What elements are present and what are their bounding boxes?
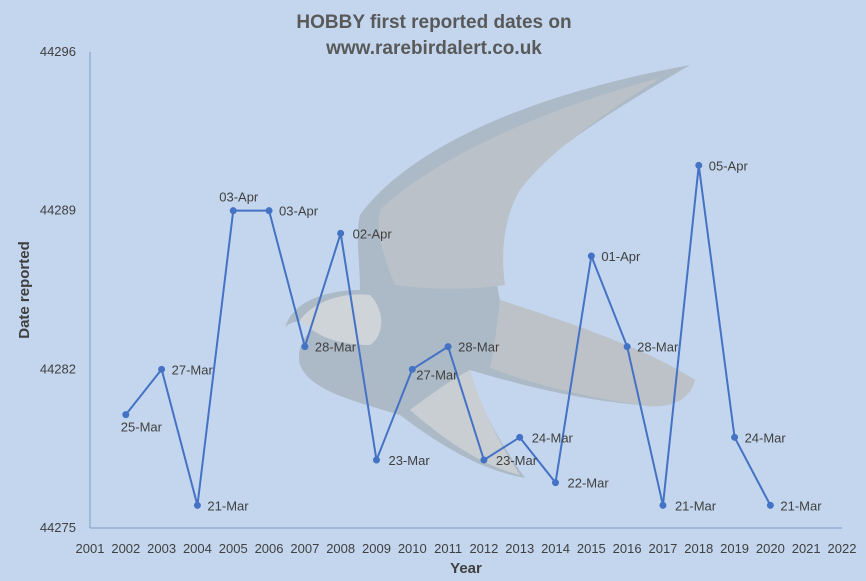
data-point bbox=[337, 229, 345, 237]
data-point bbox=[587, 252, 595, 260]
data-point bbox=[480, 456, 488, 464]
hobby-bird-image bbox=[285, 65, 695, 478]
x-tick-label: 2002 bbox=[111, 541, 140, 556]
data-point bbox=[731, 433, 739, 441]
x-tick-label: 2010 bbox=[398, 541, 427, 556]
data-label: 24-Mar bbox=[532, 430, 574, 445]
data-label: 24-Mar bbox=[745, 430, 787, 445]
x-tick-label: 2001 bbox=[76, 541, 105, 556]
y-tick-label: 44296 bbox=[40, 44, 76, 59]
x-tick-labels: 2001 2002 2003 2004 2005 2006 2007 2008 2009 2010… bbox=[76, 541, 857, 556]
data-point bbox=[265, 207, 273, 215]
data-label: 02-Apr bbox=[353, 226, 393, 241]
data-label: 22-Mar bbox=[568, 476, 610, 491]
data-point bbox=[122, 411, 130, 419]
series-layer: 25-Mar 27-Mar 21-Mar 03-Apr 03-Apr 28-Mar 02-A… bbox=[121, 158, 822, 513]
data-label: 23-Mar bbox=[496, 453, 538, 468]
data-label: 23-Mar bbox=[388, 453, 430, 468]
data-label: 05-Apr bbox=[709, 158, 749, 173]
data-point bbox=[193, 501, 201, 509]
x-tick-label: 2020 bbox=[756, 541, 785, 556]
x-tick-label: 2016 bbox=[613, 541, 642, 556]
x-tick-label: 2014 bbox=[541, 541, 570, 556]
x-tick-label: 2007 bbox=[290, 541, 319, 556]
data-point bbox=[301, 343, 309, 351]
chart-title-line-2: www.rarebirdalert.co.uk bbox=[325, 38, 542, 59]
x-tick-label: 2021 bbox=[792, 541, 821, 556]
y-tick-label: 44289 bbox=[40, 203, 76, 218]
x-tick-label: 2018 bbox=[684, 541, 713, 556]
data-label: 25-Mar bbox=[121, 420, 163, 435]
x-tick-label: 2008 bbox=[326, 541, 355, 556]
x-tick-label: 2013 bbox=[505, 541, 534, 556]
data-point bbox=[229, 207, 237, 215]
data-point bbox=[444, 343, 452, 351]
data-label: 28-Mar bbox=[315, 340, 357, 355]
data-label: 01-Apr bbox=[601, 249, 641, 264]
data-label: 03-Apr bbox=[279, 204, 319, 219]
data-label: 21-Mar bbox=[207, 498, 249, 513]
y-tick-labels: 44275 44282 44289 44296 bbox=[40, 44, 76, 535]
data-point bbox=[766, 501, 774, 509]
data-label: 21-Mar bbox=[675, 498, 717, 513]
x-tick-label: 2015 bbox=[577, 541, 606, 556]
x-tick-label: 2017 bbox=[648, 541, 677, 556]
x-tick-label: 2011 bbox=[434, 541, 462, 556]
data-point bbox=[372, 456, 380, 464]
y-tick-label: 44282 bbox=[40, 361, 76, 376]
x-tick-label: 2006 bbox=[255, 541, 284, 556]
data-point bbox=[659, 501, 667, 509]
x-tick-label: 2019 bbox=[720, 541, 749, 556]
x-tick-label: 2005 bbox=[219, 541, 248, 556]
data-label: 21-Mar bbox=[780, 498, 822, 513]
data-point bbox=[158, 365, 166, 373]
data-point bbox=[516, 433, 524, 441]
y-axis-title: Date reported bbox=[16, 241, 33, 339]
data-label: 03-Apr bbox=[219, 190, 259, 205]
x-tick-label: 2009 bbox=[362, 541, 391, 556]
data-point bbox=[695, 161, 703, 169]
x-tick-label: 2022 bbox=[828, 541, 857, 556]
data-label: 28-Mar bbox=[458, 340, 500, 355]
y-tick-label: 44275 bbox=[40, 520, 76, 535]
data-point bbox=[552, 479, 560, 487]
data-point bbox=[408, 365, 416, 373]
data-label: 27-Mar bbox=[416, 367, 458, 382]
x-tick-label: 2003 bbox=[147, 541, 176, 556]
data-point bbox=[623, 343, 631, 351]
data-label: 28-Mar bbox=[637, 340, 679, 355]
x-tick-label: 2012 bbox=[469, 541, 498, 556]
chart-title-line-1: HOBBY first reported dates on bbox=[296, 12, 571, 33]
data-label: 27-Mar bbox=[172, 362, 214, 377]
x-tick-label: 2004 bbox=[183, 541, 212, 556]
x-axis-title: Year bbox=[450, 560, 482, 577]
